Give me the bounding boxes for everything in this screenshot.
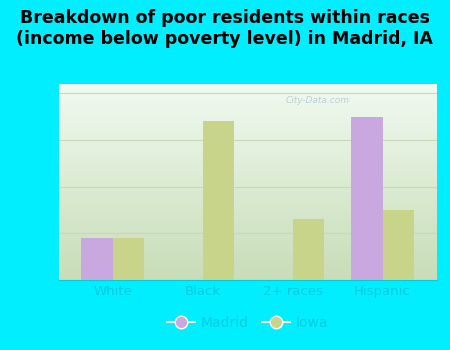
Legend: Madrid, Iowa: Madrid, Iowa (162, 311, 333, 336)
Bar (382, 210, 414, 280)
Bar (81, 238, 112, 280)
Bar (292, 219, 324, 280)
Bar (202, 121, 234, 280)
Text: Breakdown of poor residents within races
(income below poverty level) in Madrid,: Breakdown of poor residents within races… (17, 9, 433, 48)
Bar (112, 238, 144, 280)
Text: City-Data.com: City-Data.com (285, 96, 349, 105)
Bar (351, 117, 382, 280)
